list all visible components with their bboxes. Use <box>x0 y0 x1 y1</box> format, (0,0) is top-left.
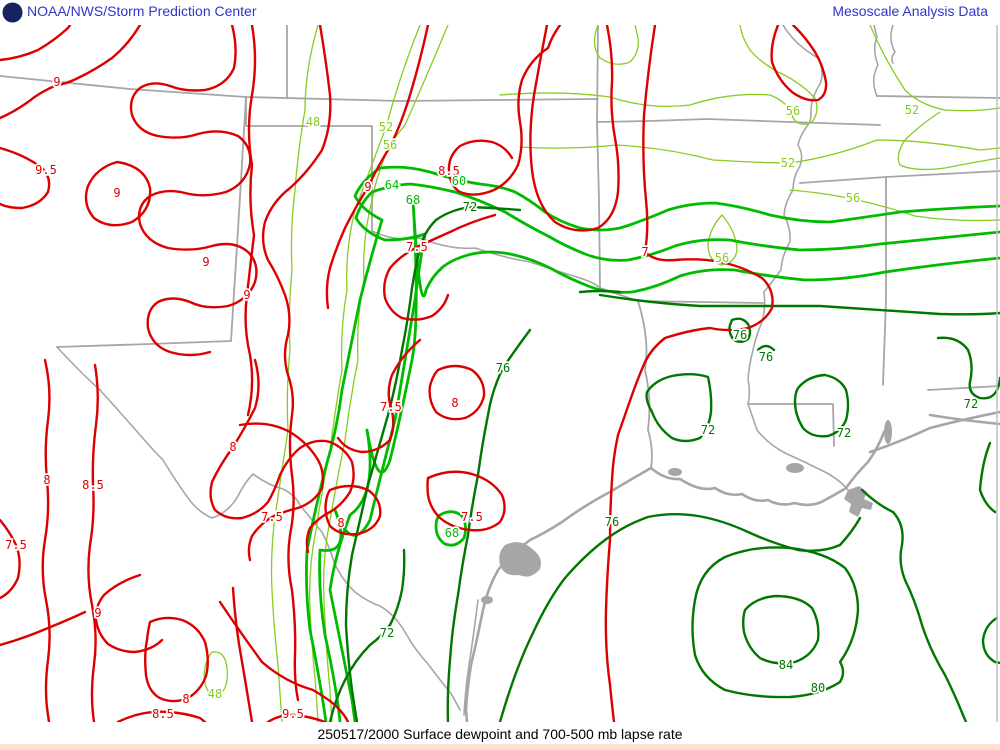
contour-label: 7.5 <box>5 538 27 552</box>
contour-label: 8 <box>182 692 189 706</box>
map-caption: 250517/2000 Surface dewpoint and 700-500… <box>317 726 683 742</box>
contour-label: 60 <box>452 174 466 188</box>
coastline <box>463 410 1000 722</box>
contour-label: 80 <box>811 681 825 695</box>
galveston-bay <box>499 542 541 577</box>
state-borders <box>0 25 1000 469</box>
dewpoint-contours-dark <box>328 205 1000 722</box>
contour-label: 76 <box>733 328 747 342</box>
contour-label: 7.5 <box>380 400 402 414</box>
contour-label: 72 <box>701 423 715 437</box>
rivers <box>56 25 896 711</box>
mobile-bay <box>884 420 892 444</box>
mesoanalysis-map: 9 9.5 9 9 9 9 8.5 7.5 7 8 8 8.5 7.5 7.5 8 7.5 8 7.5 9 8 8.5 9… <box>0 25 1000 722</box>
contour-label: 84 <box>779 658 793 672</box>
lapse-rate-contours <box>0 25 828 722</box>
contour-label: 56 <box>846 191 860 205</box>
contour-label: 8 <box>337 516 344 530</box>
contour-label: 52 <box>905 103 919 117</box>
contour-label: 9 <box>53 75 60 89</box>
mississippi-delta <box>844 486 873 517</box>
contour-label: 9 <box>94 606 101 620</box>
contour-label: 56 <box>383 138 397 152</box>
dewpoint-contours-light <box>203 25 1000 722</box>
contour-label: 76 <box>605 515 619 529</box>
contour-label: 9 <box>113 186 120 200</box>
contour-label: 8.5 <box>82 478 104 492</box>
contour-label: 76 <box>759 350 773 364</box>
contour-label: 8 <box>43 473 50 487</box>
contour-label: 72 <box>837 426 851 440</box>
contour-label: 72 <box>964 397 978 411</box>
contour-label: 7.5 <box>461 510 483 524</box>
page-title: Mesoscale Analysis Data <box>832 3 988 19</box>
contour-label: 7.5 <box>261 510 283 524</box>
contour-label: 8 <box>229 440 236 454</box>
contour-label: 72 <box>380 626 394 640</box>
contour-label: 72 <box>463 200 477 214</box>
contour-label: 9 <box>243 288 250 302</box>
contour-labels: 9 9.5 9 9 9 9 8.5 7.5 7 8 8 8.5 7.5 7.5 8 7.5 8 7.5 9 8 8.5 9… <box>3 73 980 722</box>
contour-label: 52 <box>781 156 795 170</box>
contour-label: 68 <box>406 193 420 207</box>
contour-label: 48 <box>306 115 320 129</box>
contour-label: 9 <box>202 255 209 269</box>
contour-label: 68 <box>445 526 459 540</box>
contour-label: 7 <box>641 245 648 259</box>
contour-label: 48 <box>208 687 222 701</box>
site-title: NOAA/NWS/Storm Prediction Center <box>27 3 257 19</box>
contour-label: 9.5 <box>282 707 304 721</box>
lake-pontchartrain <box>786 463 804 473</box>
contour-label: 9.5 <box>35 163 57 177</box>
noaa-logo-icon <box>2 2 23 23</box>
footer-strip <box>0 744 1000 750</box>
contour-label: 56 <box>715 251 729 265</box>
contour-label: 76 <box>496 361 510 375</box>
contour-label: 64 <box>385 178 399 192</box>
contour-label: 52 <box>379 120 393 134</box>
contour-label: 7.5 <box>406 240 428 254</box>
contour-label: 8.5 <box>152 707 174 721</box>
page-header: NOAA/NWS/Storm Prediction Center Mesosca… <box>0 0 1000 25</box>
contour-label: 9 <box>364 180 371 194</box>
contour-label: 8 <box>451 396 458 410</box>
contour-label: 56 <box>786 104 800 118</box>
contour-label: 8.5 <box>438 164 460 178</box>
